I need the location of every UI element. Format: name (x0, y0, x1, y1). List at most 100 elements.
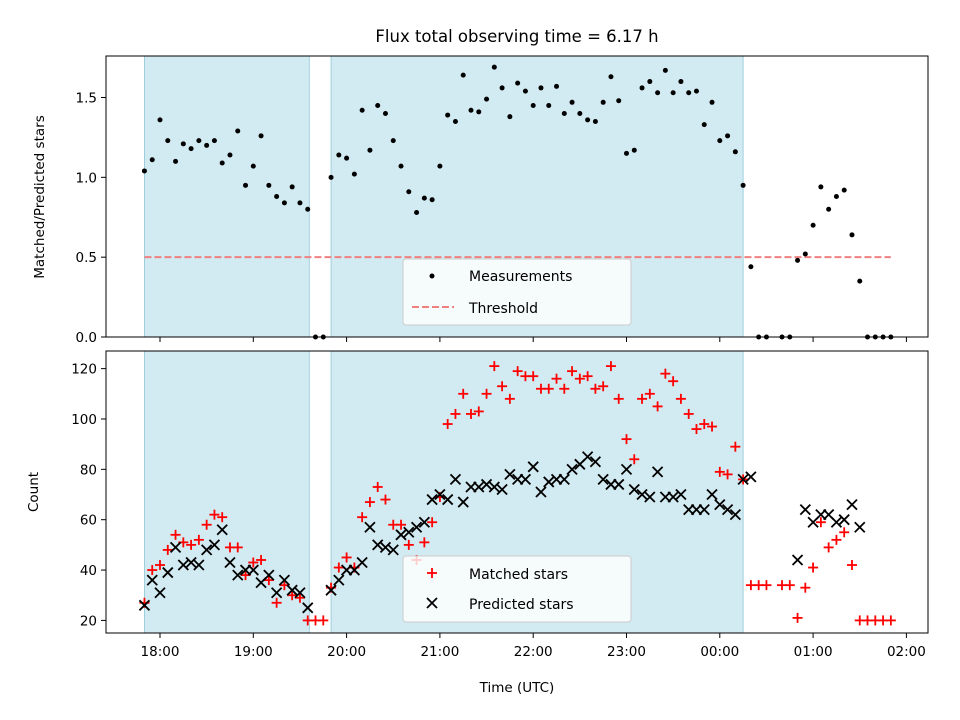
measurement-point (141, 168, 147, 174)
measurement-point (592, 118, 598, 124)
measurement-point (351, 171, 357, 177)
matched-star-point (294, 592, 305, 603)
predicted-star-point (224, 556, 236, 569)
measurement-point (849, 232, 855, 238)
matched-star-point (155, 560, 165, 571)
measurement-point (507, 114, 513, 120)
matched-star-point (357, 512, 368, 523)
matched-star-point (815, 517, 826, 528)
matched-star-point (629, 454, 640, 465)
matched-star-point (372, 481, 383, 492)
predicted-star-point (162, 566, 174, 579)
measurement-point (344, 155, 350, 161)
predicted-star-point (418, 516, 430, 528)
x-axis-label: Time (UTC) (479, 680, 555, 696)
matched-star-point (442, 419, 453, 430)
matched-star-point (800, 582, 811, 593)
measurement-point (499, 85, 505, 91)
matched-star-point (232, 542, 243, 553)
predicted-star-point (830, 516, 843, 528)
measurement-point (585, 117, 591, 123)
measurement-point (250, 163, 256, 169)
count-y-tick-label: 120 (71, 362, 97, 378)
measurement-point (546, 102, 552, 108)
measurement-point (211, 138, 217, 144)
predicted-star-point (177, 559, 189, 571)
measurement-point (701, 122, 707, 128)
matched-star-point (637, 393, 648, 404)
measurement-point (375, 102, 381, 108)
matched-star-point (823, 542, 834, 553)
measurement-point (476, 109, 482, 115)
matched-star-point (683, 408, 694, 419)
measurement-point (693, 88, 699, 94)
predicted-star-point (651, 466, 664, 478)
measurement-point (732, 149, 738, 155)
matched-star-point (831, 534, 842, 545)
predicted-star-point (216, 524, 228, 536)
measurement-point (554, 83, 560, 89)
measurement-point (305, 206, 311, 212)
matched-star-point (675, 393, 686, 404)
measurement-point (390, 138, 396, 144)
matched-star-point (380, 494, 391, 505)
predicted-star-point (729, 509, 741, 521)
predicted-star-point (566, 463, 578, 475)
measurement-point (157, 117, 163, 123)
measurement-point (196, 138, 202, 144)
chart-title: Flux total observing time = 6.17 h (375, 27, 658, 46)
matched-star-point (839, 527, 850, 538)
measurement-point (165, 138, 171, 144)
measurement-point (631, 147, 637, 153)
matched-star-point (193, 534, 204, 545)
measurement-point (740, 182, 746, 188)
matched-star-point (263, 575, 274, 586)
measurement-point (655, 90, 661, 96)
matched-star-point (761, 580, 772, 591)
matched-star-point (504, 393, 515, 404)
ratio-panel: 0.0 0.5 1.0 1.5 Matched/Predicted stars Mea… (32, 55, 929, 346)
matched-star-point (271, 597, 282, 608)
measurement-point (336, 152, 342, 158)
predicted-star-point (799, 503, 811, 516)
matched-star-point (714, 466, 725, 477)
predicted-star-point (714, 498, 726, 511)
x-tick-label: 18:00 (141, 644, 180, 660)
count-plot-frame (105, 350, 929, 634)
predicted-star-point (387, 544, 399, 556)
count-panel: 20 40 60 80 100 120 18:00 19:00 20:00 21:00 22:00 2… (26, 350, 929, 696)
threshold-legend-label: Threshold (468, 301, 538, 317)
matched-star-point (287, 590, 298, 601)
count-y-tick-label: 100 (71, 412, 97, 428)
matched-star-point (186, 539, 197, 550)
predicted-star-point (154, 587, 166, 599)
predicted-star-point (543, 476, 555, 488)
ratio-y-tick-label: 0.5 (76, 250, 97, 266)
measurements-legend-label: Measurements (469, 269, 572, 285)
measurement-point (802, 251, 808, 257)
matched-star-point (722, 469, 733, 480)
matched-star-point (528, 371, 539, 382)
predicted-star-point (294, 587, 306, 599)
matched-star-point (497, 381, 508, 392)
measurement-point (841, 187, 847, 193)
count-series (138, 361, 896, 626)
x-tick-label: 01:00 (794, 644, 833, 660)
measurement-point (204, 142, 210, 148)
measurement-point (468, 107, 474, 113)
matched-star-point (419, 537, 430, 548)
predicted-star-point (286, 584, 298, 596)
matched-star-point (668, 376, 679, 387)
measurement-point (484, 96, 490, 102)
matched-star-point (885, 615, 896, 626)
matched-star-point (621, 434, 632, 445)
predicted-star-point (838, 514, 850, 526)
measurements-legend-marker (429, 273, 435, 279)
matched-star-point (450, 408, 461, 419)
matched-star-point (660, 368, 671, 379)
matched-star-point (559, 383, 570, 394)
matched-star-point (543, 383, 554, 394)
measurement-point (359, 107, 365, 113)
predicted-star-point (620, 463, 633, 475)
predicted-star-point (185, 556, 197, 569)
